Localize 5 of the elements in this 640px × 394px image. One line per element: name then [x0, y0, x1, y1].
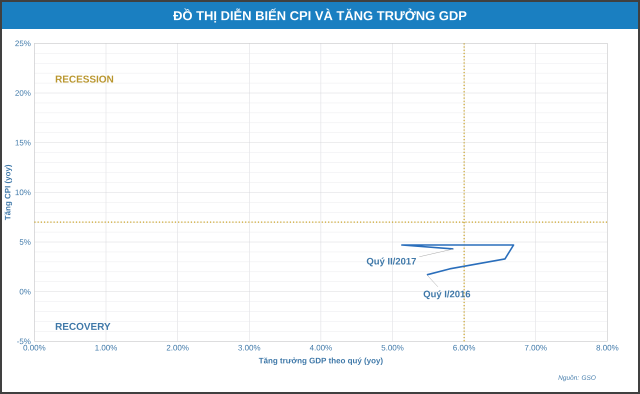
annotation: Quý I/2016 [424, 290, 470, 300]
annotation: RECESSION [56, 76, 114, 83]
annotation: Quý II/2017 [366, 258, 416, 266]
chart-title: ĐỒ THỊ DIỄN BIẾN CPI VÀ TĂNG TRƯỞNG GDP [173, 8, 466, 22]
annotation: RECOVERY [56, 322, 110, 330]
